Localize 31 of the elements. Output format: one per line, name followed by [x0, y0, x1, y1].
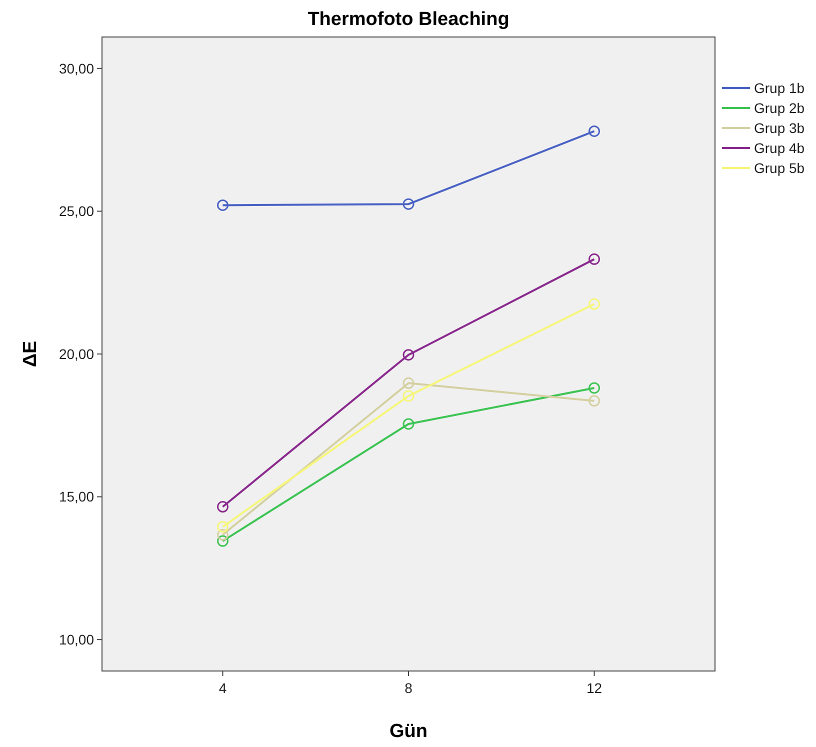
point: [588, 253, 600, 265]
legend-label: Grup 2b: [754, 100, 805, 116]
y-tick-label: 10,00: [58, 631, 94, 648]
point: [588, 395, 600, 407]
x-tick-label: 12: [586, 680, 602, 696]
legend-label: Grup 5b: [754, 160, 805, 176]
point: [216, 521, 228, 533]
point: [588, 382, 600, 394]
point: [402, 377, 414, 389]
point: [216, 199, 228, 211]
x-axis-title: Gün: [390, 721, 428, 742]
legend-label: Grup 3b: [754, 120, 805, 136]
point: [402, 349, 414, 361]
y-tick-label: 25,00: [58, 203, 94, 220]
x-tick-label: 4: [218, 680, 227, 696]
point: [216, 529, 228, 541]
y-tick-label: 20,00: [58, 346, 94, 362]
point: [588, 298, 600, 310]
point: [402, 418, 414, 430]
x-tick-label: 8: [404, 680, 413, 696]
point: [588, 125, 600, 137]
y-tick-label: 30,00: [58, 60, 94, 76]
y-axis-title: ΔE: [20, 340, 41, 368]
point: [216, 535, 228, 547]
point: [216, 501, 228, 513]
legend-label: Grup 1b: [754, 80, 805, 96]
y-tick-label: 15,00: [58, 488, 94, 505]
point: [402, 198, 414, 210]
point: [402, 390, 414, 402]
chart-title: Thermofoto Bleaching: [308, 9, 510, 30]
legend-label: Grup 4b: [754, 140, 805, 156]
